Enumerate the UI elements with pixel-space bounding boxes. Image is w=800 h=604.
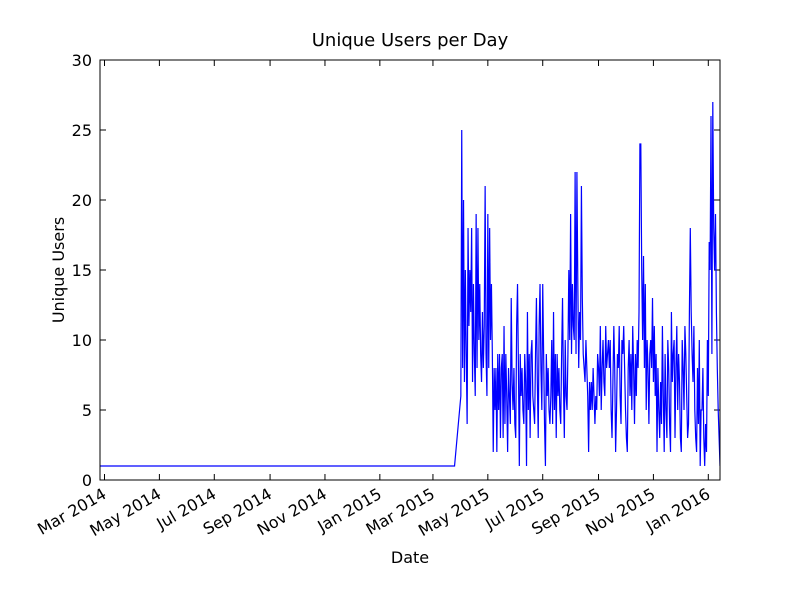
y-tick-label: 30: [72, 51, 92, 70]
chart-title: Unique Users per Day: [312, 30, 509, 51]
y-tick-label: 10: [72, 331, 92, 350]
y-tick-label: 0: [82, 471, 92, 490]
plot-frame: [99, 59, 721, 481]
y-tick-label: 25: [72, 121, 92, 140]
y-tick-label: 20: [72, 191, 92, 210]
y-axis-label: Unique Users: [49, 217, 68, 323]
y-tick-label: 15: [72, 261, 92, 280]
data-line: [100, 101, 720, 467]
x-axis-label: Date: [391, 548, 429, 567]
y-tick-label: 5: [82, 401, 92, 420]
